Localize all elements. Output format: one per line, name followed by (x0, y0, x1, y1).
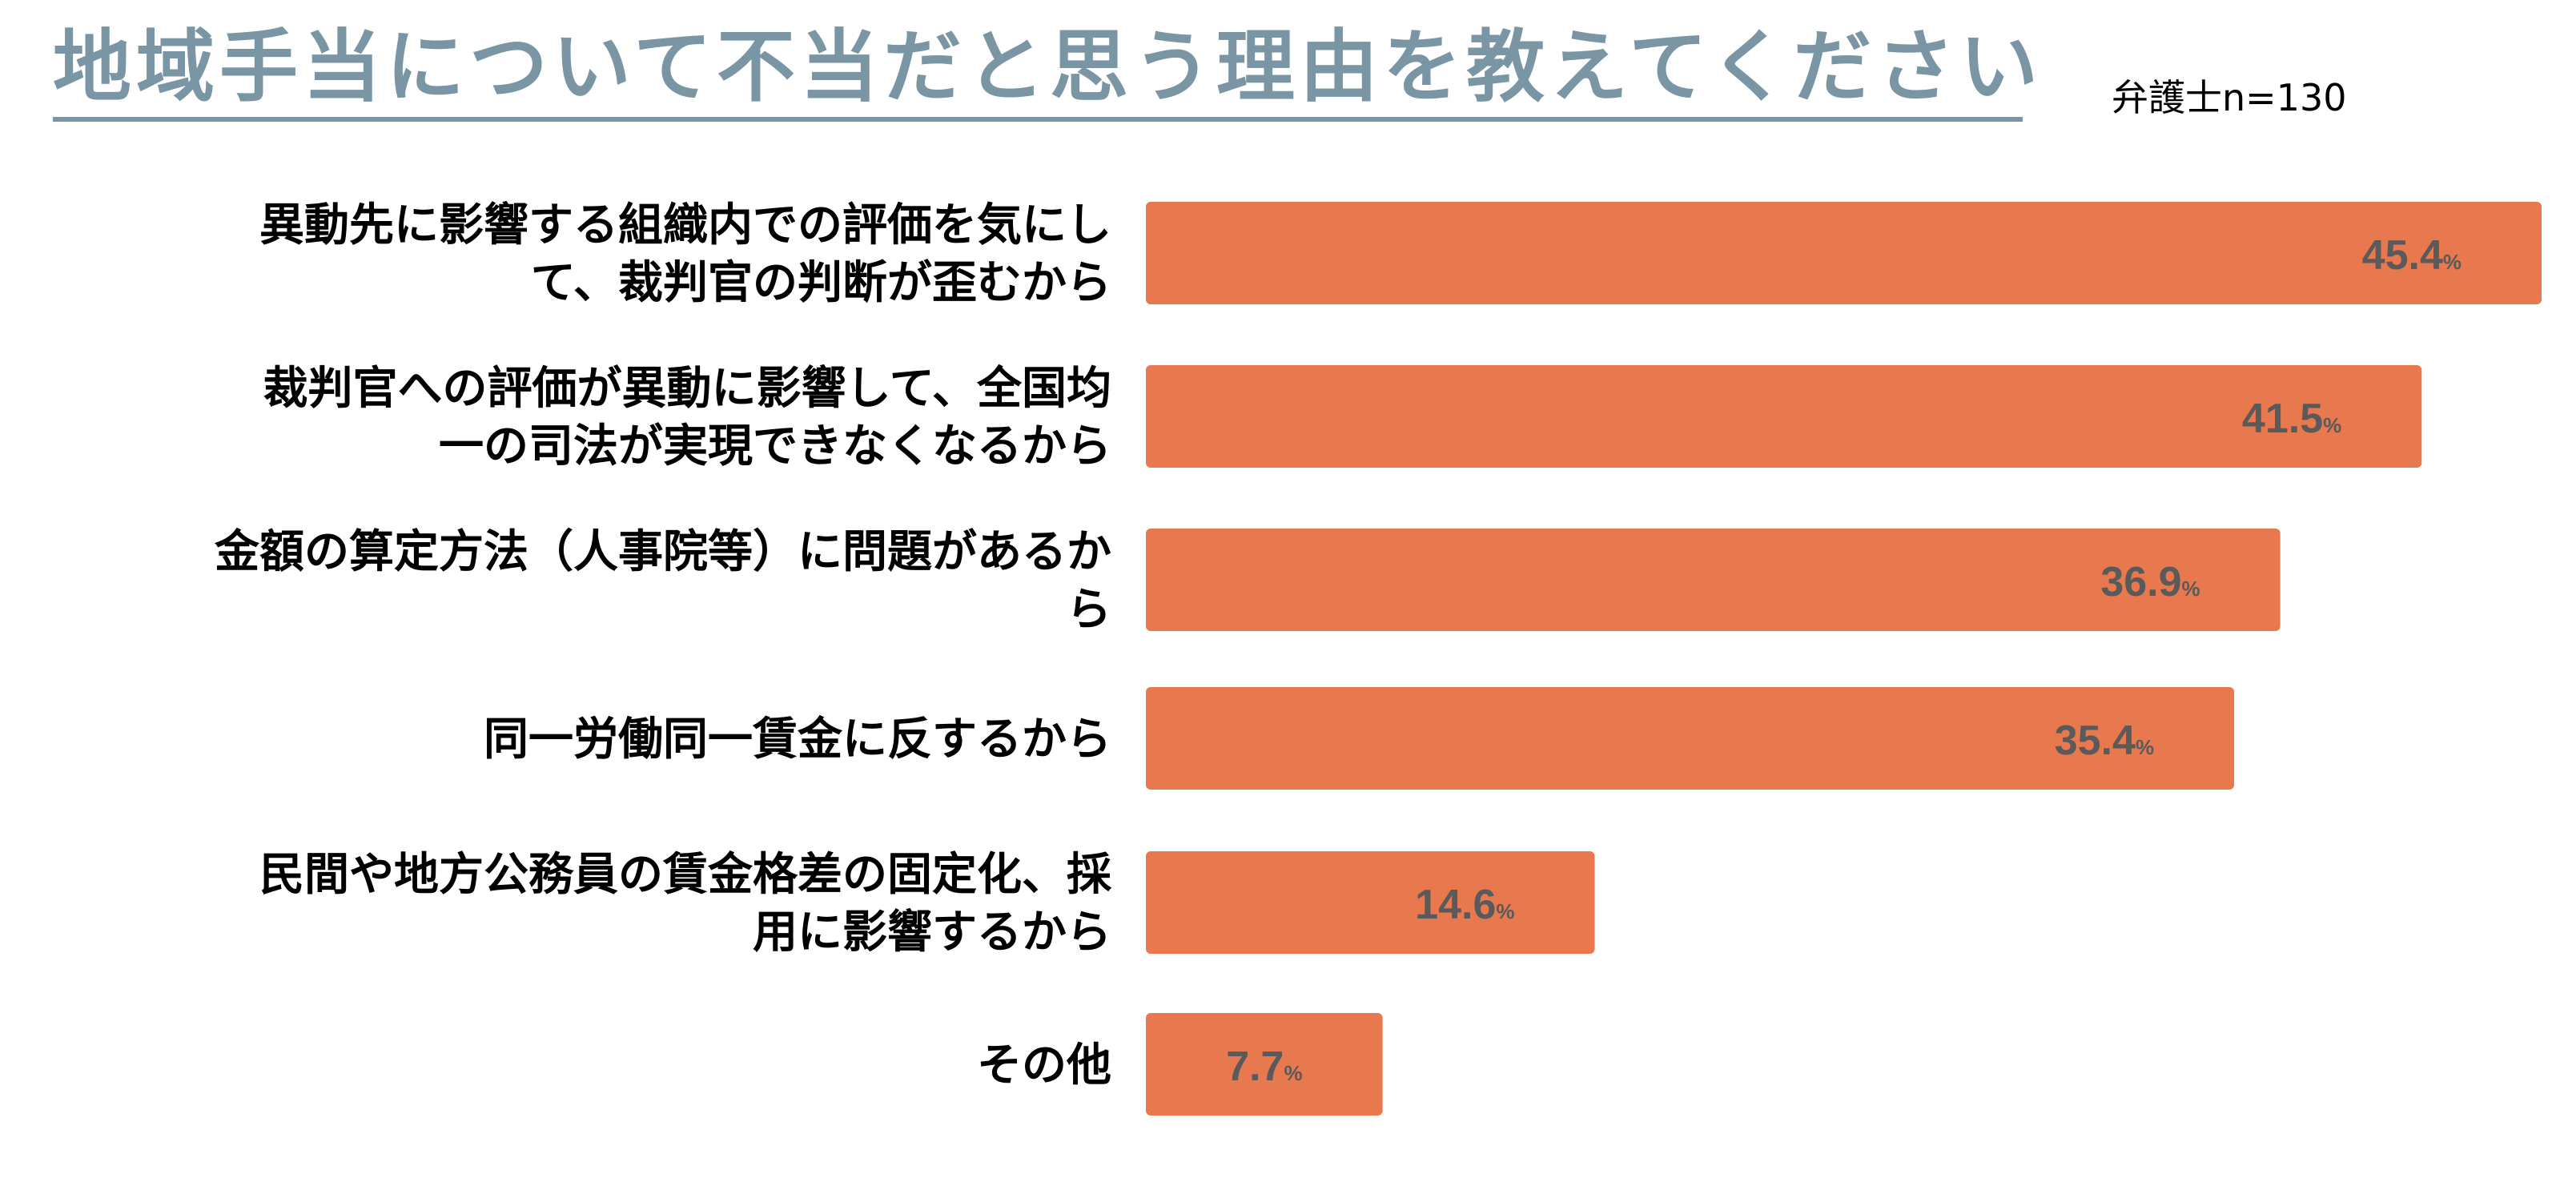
category-label-3: 同一労働同一賃金に反するから (484, 714, 1111, 766)
bar-1 (1146, 365, 2422, 468)
chart-title: 地域手当について不当だと思う理由を教えてください (53, 22, 2044, 113)
value-label-5: 7.7% (1226, 1043, 1302, 1090)
bar-2 (1146, 529, 2281, 631)
bar-5 (1146, 1013, 1383, 1116)
value-label-1: 41.5% (2242, 396, 2341, 442)
value-label-2: 36.9% (2100, 559, 2200, 605)
bar-3 (1146, 687, 2235, 790)
value-label-3: 35.4% (2055, 718, 2154, 764)
category-label-2: 金額の算定方法（人事院等）に問題があるから (214, 526, 1111, 636)
value-label-0: 45.4% (2362, 232, 2461, 279)
category-label-4: 民間や地方公務員の賃金格差の固定化、採用に影響するから (259, 849, 1112, 959)
sample-size-label: 弁護士n=130 (2112, 76, 2347, 119)
category-label-1: 裁判官への評価が異動に影響して、全国均一の司法が実現できなくなるから (263, 363, 1111, 472)
title-underline (53, 117, 2023, 122)
value-label-4: 14.6% (1415, 882, 1514, 928)
category-label-5: その他 (977, 1039, 1111, 1092)
bar-4 (1146, 851, 1595, 954)
bar-0 (1146, 202, 2542, 304)
category-label-0: 異動先に影響する組織内での評価を気にして、裁判官の判断が歪むから (259, 199, 1111, 309)
